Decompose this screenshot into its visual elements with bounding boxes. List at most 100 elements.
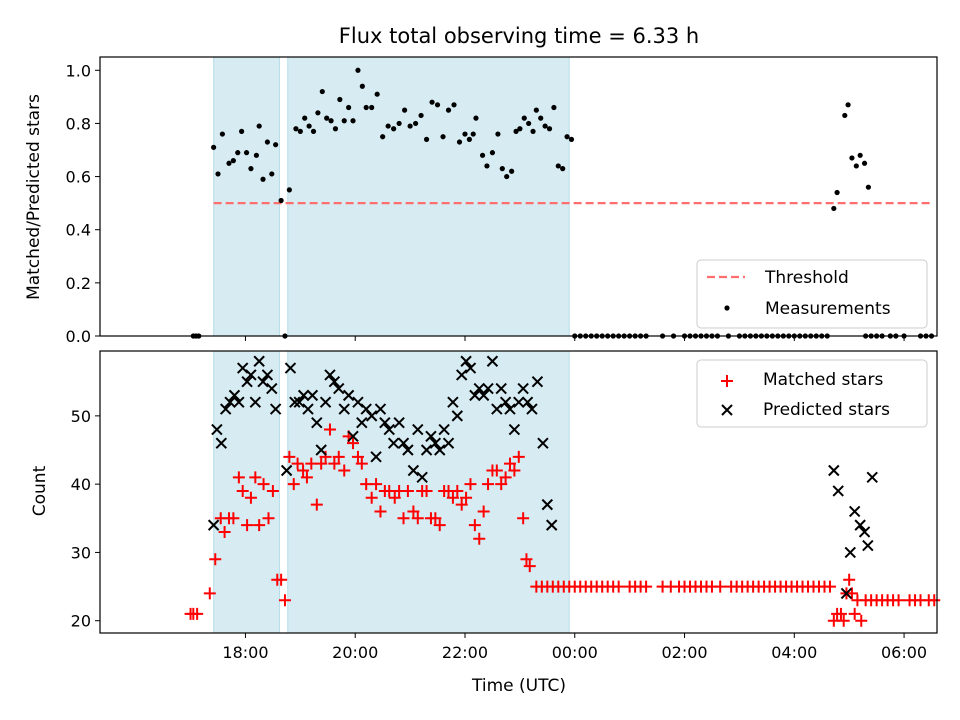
measurement-point (248, 166, 254, 172)
measurement-point (211, 144, 217, 150)
matched-star-point (388, 491, 401, 504)
matched-star-point (244, 491, 257, 504)
measurement-point (445, 107, 452, 113)
predicted-star-point (293, 396, 305, 408)
measurement-point (526, 120, 532, 127)
measurement-point (853, 163, 859, 169)
predicted-star-point (387, 437, 400, 449)
matched-star-point (401, 484, 414, 497)
bottom-legend-box (696, 359, 928, 428)
predicted-star-point (311, 416, 323, 429)
measurement-point (363, 104, 369, 111)
predicted-star-point (486, 355, 499, 367)
measurement-point (831, 205, 837, 212)
y-tick-label: 1.0 (66, 61, 91, 80)
predicted-star-point (473, 382, 485, 395)
matched-star-point (517, 512, 530, 525)
measurement-point (499, 166, 505, 172)
matched-star-point (218, 525, 231, 538)
measurement-point (517, 126, 523, 132)
measurement-point (560, 166, 566, 172)
predicted-star-point (224, 396, 236, 408)
predicted-star-point (420, 444, 433, 456)
predicted-star-point (315, 444, 327, 456)
predicted-star-point (319, 396, 332, 408)
measurement-point (473, 115, 479, 121)
chart-title: Flux total observing time = 6.33 h (339, 24, 699, 48)
matched-star-point (477, 505, 490, 518)
predicted-star-point (266, 382, 278, 395)
matched-star-point (823, 580, 836, 593)
matched-star-point (191, 607, 204, 620)
top-y-axis: 0.0 0.2 0.4 0.6 0.8 1.0 (66, 61, 100, 346)
predicted-star-point (447, 396, 459, 408)
measurement-point (555, 163, 561, 169)
measurement-point (355, 67, 361, 73)
predicted-star-point (289, 396, 301, 408)
measurement-point (484, 163, 490, 169)
predicted-star-point (324, 369, 336, 381)
measurement-point (293, 126, 299, 132)
bottom-plot-frame (99, 350, 938, 634)
measurement-point (256, 123, 262, 129)
measurement-point (230, 158, 236, 164)
predicted-star-point (495, 382, 507, 395)
measurement-point (396, 120, 402, 127)
matched-star-point (262, 512, 275, 525)
measurement-point (538, 115, 544, 121)
predicted-star-point (832, 485, 844, 497)
matched-star-point (275, 573, 288, 586)
legend-measurement-swatch (724, 305, 730, 311)
predicted-star-point (862, 539, 874, 552)
matched-star-point (338, 464, 351, 477)
observing-span (213, 350, 280, 634)
predicted-star-point (434, 444, 446, 456)
predicted-star-point (451, 410, 464, 422)
measurement-point (546, 126, 553, 132)
predicted-star-point (438, 423, 450, 436)
predicted-star-point (464, 362, 477, 374)
measurement-point (456, 139, 463, 145)
legend-threshold-label: Threshold (764, 268, 849, 288)
predicted-star-point (521, 396, 534, 408)
measurement-point (391, 126, 397, 132)
observing-span (287, 56, 570, 337)
predicted-star-point (469, 389, 481, 402)
measurement-point (513, 128, 519, 134)
measurement-point (385, 123, 391, 129)
measurement-point (337, 96, 343, 103)
predicted-star-point (397, 437, 410, 449)
bottom-legend: Matched stars Predicted stars (696, 359, 928, 428)
matched-star-point (411, 512, 424, 525)
predicted-star-point (333, 382, 345, 395)
matched-star-point (446, 491, 459, 504)
measurement-point (542, 123, 548, 129)
matched-star-point (355, 457, 368, 470)
measurement-point (849, 155, 855, 161)
predicted-star-point (504, 403, 516, 415)
measurement-point (509, 168, 515, 174)
measurement-point (489, 150, 496, 156)
matched-star-point (508, 464, 521, 477)
predicted-star-point (383, 423, 395, 436)
x-tick-label: 06:00 (881, 643, 927, 662)
top-plot-frame (99, 56, 938, 337)
matched-star-point (310, 498, 323, 511)
predicted-star-point (407, 464, 420, 477)
measurement-point (302, 115, 308, 121)
predicted-star-point (848, 505, 861, 518)
legend-predicted-label: Predicted stars (763, 400, 890, 420)
matched-star-point (297, 464, 310, 477)
measurement-point (243, 150, 250, 156)
predicted-star-point (306, 389, 319, 402)
measurement-point (530, 128, 536, 134)
predicted-star-point (866, 471, 878, 484)
predicted-star-point (491, 403, 503, 415)
predicted-star-point (228, 389, 241, 402)
measurement-point (407, 123, 413, 129)
matched-star-point (300, 471, 313, 484)
measurement-point (239, 128, 245, 134)
predicted-star-point (245, 369, 257, 381)
matched-star-point (855, 614, 868, 627)
